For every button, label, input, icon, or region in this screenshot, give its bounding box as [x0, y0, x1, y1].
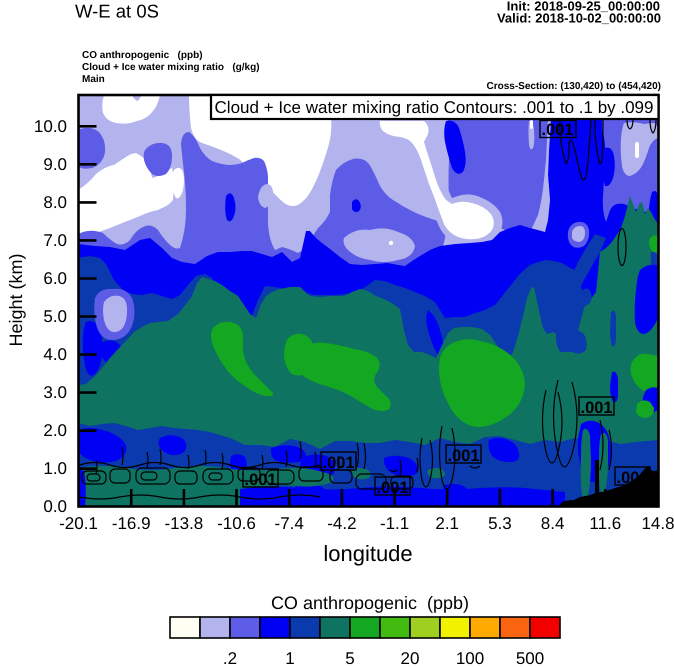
svg-text:-4.2: -4.2: [327, 514, 356, 533]
svg-text:6.0: 6.0: [43, 269, 67, 288]
svg-text:100: 100: [456, 649, 484, 667]
svg-text:8.4: 8.4: [541, 514, 565, 533]
svg-text:20: 20: [401, 649, 420, 667]
svg-text:Cloud + Ice water mixing ratio: Cloud + Ice water mixing ratio Contours:…: [215, 98, 654, 117]
svg-text:0.0: 0.0: [43, 497, 67, 516]
svg-text:10.0: 10.0: [34, 117, 67, 136]
svg-text:Init: 2018-09-25_00:00:00: Init: 2018-09-25_00:00:00: [507, 0, 660, 14]
svg-text:.001: .001: [617, 469, 649, 487]
svg-text:.001: .001: [542, 121, 574, 139]
svg-text:5.0: 5.0: [43, 307, 67, 326]
svg-text:.001: .001: [448, 447, 480, 465]
svg-text:4.0: 4.0: [43, 345, 67, 364]
svg-text:-10.6: -10.6: [217, 514, 256, 533]
svg-text:.001: .001: [581, 399, 613, 417]
svg-text:longitude: longitude: [323, 541, 412, 566]
svg-text:2.1: 2.1: [435, 514, 459, 533]
svg-text:.001: .001: [323, 454, 355, 472]
svg-text:9.0: 9.0: [43, 155, 67, 174]
svg-text:.001: .001: [245, 471, 277, 489]
svg-text:500: 500: [516, 649, 544, 667]
svg-text:-13.8: -13.8: [165, 514, 204, 533]
svg-text:-1.1: -1.1: [380, 514, 409, 533]
svg-text:5.3: 5.3: [488, 514, 512, 533]
svg-text:.001: .001: [377, 479, 409, 497]
svg-text:CO anthropogenic (ppb): CO anthropogenic (ppb): [271, 593, 469, 613]
svg-text:-20.1: -20.1: [59, 514, 98, 533]
svg-text:2.0: 2.0: [43, 421, 67, 440]
svg-text:CO anthropogenic (ppb): CO anthropogenic (ppb): [82, 50, 203, 61]
svg-text:7.0: 7.0: [43, 231, 67, 250]
svg-text:Valid: 2018-10-02_00:00:00: Valid: 2018-10-02_00:00:00: [497, 10, 661, 25]
svg-text:Main: Main: [82, 74, 105, 85]
svg-text:W-E at 0S: W-E at 0S: [75, 1, 159, 22]
svg-text:Height (km): Height (km): [6, 253, 26, 346]
svg-text:Cloud + Ice water mixing ratio: Cloud + Ice water mixing ratio (g/kg): [82, 62, 260, 73]
svg-text:.2: .2: [223, 649, 237, 667]
svg-text:8.0: 8.0: [43, 193, 67, 212]
svg-text:Cross-Section: (130,420) to (4: Cross-Section: (130,420) to (454,420): [486, 81, 661, 92]
svg-text:-7.4: -7.4: [275, 514, 304, 533]
svg-text:1: 1: [285, 649, 294, 667]
svg-text:3.0: 3.0: [43, 383, 67, 402]
svg-text:5: 5: [345, 649, 354, 667]
svg-text:1.0: 1.0: [43, 459, 67, 478]
svg-text:11.6: 11.6: [589, 514, 621, 533]
svg-text:14.8: 14.8: [641, 514, 674, 533]
svg-text:-16.9: -16.9: [112, 514, 151, 533]
